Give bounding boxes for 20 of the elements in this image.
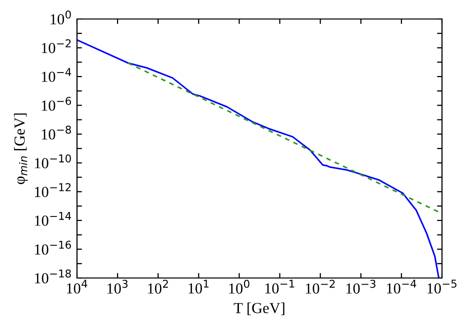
y-tick-label: 10$^{−2}$	[42, 39, 71, 54]
y-tick-label: 10$^{−10}$	[34, 154, 71, 168]
y-tick-label: 10$^{−14}$	[34, 212, 72, 226]
x-tick-label: 10$^{−5}$	[428, 280, 456, 294]
x-tick-label: 10$^{2}$	[148, 280, 168, 294]
x-tick-label: 10$^{−3}$	[346, 280, 376, 294]
x-tick-label: 10$^{0}$	[229, 280, 250, 294]
x-axis-title: T [GeV]	[234, 302, 284, 316]
y-tick-label: 10$^{−16}$	[34, 240, 71, 255]
y-tick-label: 10$^{−4}$	[42, 68, 72, 82]
x-tick-label: 10$^{−1}$	[265, 280, 294, 294]
y-tick-label: 10$^{−8}$	[42, 126, 71, 140]
y-tick-label: 10$^{0}$	[50, 10, 71, 24]
x-tick-label: 10$^{−2}$	[306, 280, 335, 294]
x-tick-label: 10$^{3}$	[108, 280, 128, 294]
y-tick-label: 10$^{−12}$	[34, 183, 71, 198]
x-tick-label: 10$^{1}$	[188, 280, 209, 294]
y-tick-label: 10$^{−6}$	[42, 96, 72, 111]
x-tick-label: 10$^{−4}$	[386, 280, 416, 294]
y-axis-title: φ$_{min}$ [GeV]	[14, 113, 28, 184]
